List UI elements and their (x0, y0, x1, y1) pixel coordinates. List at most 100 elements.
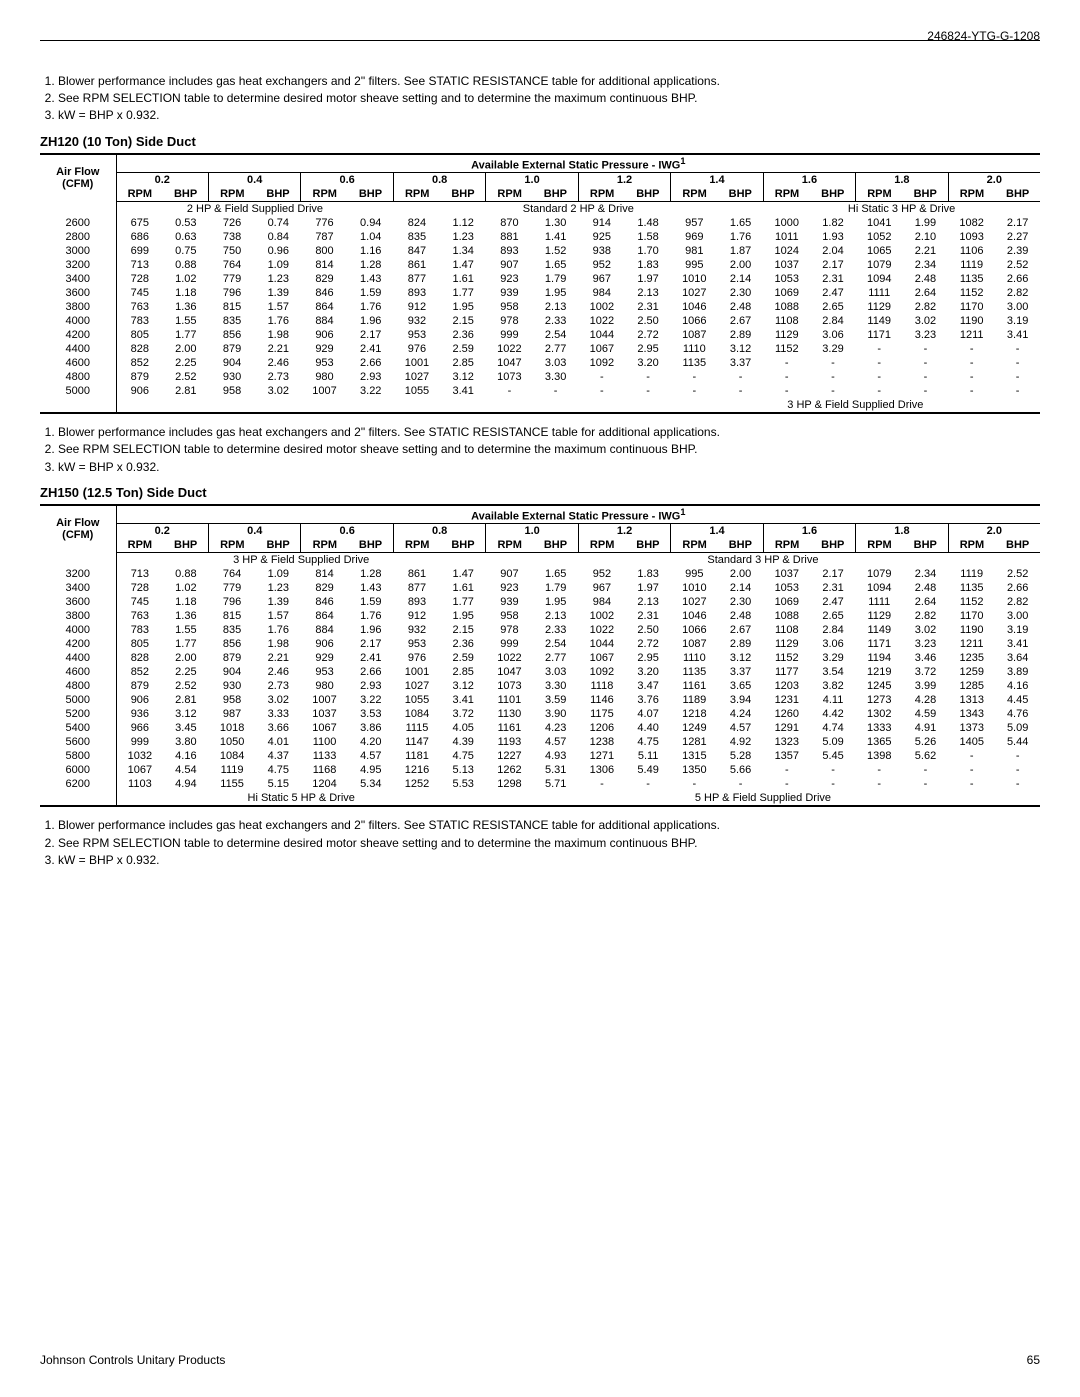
data-cell: 2.52 (163, 370, 208, 384)
data-cell: 1.18 (163, 286, 208, 300)
sub-header: BHP (533, 538, 578, 553)
table-row: 620011034.9411555.1512045.3412525.531298… (40, 777, 1040, 791)
data-cell: 3.53 (348, 707, 393, 721)
pressure-header: 0.8 (393, 524, 485, 539)
pressure-header: 1.4 (671, 173, 763, 188)
data-cell: 1135 (671, 356, 718, 370)
data-cell: 1010 (671, 272, 718, 286)
data-cell: 728 (116, 272, 163, 286)
sub-header: BHP (163, 538, 208, 553)
table-row: 54009663.4510183.6610673.8611154.0511614… (40, 721, 1040, 735)
data-cell: 2.31 (625, 609, 670, 623)
data-cell: 1129 (763, 328, 810, 342)
data-cell: - (578, 777, 625, 791)
data-cell: 2.65 (810, 300, 855, 314)
data-cell: 881 (486, 230, 533, 244)
data-cell: 1.55 (163, 314, 208, 328)
data-cell: 1.58 (625, 230, 670, 244)
cfm-cell: 4200 (40, 637, 116, 651)
data-cell: 1.43 (348, 272, 393, 286)
sub-header: BHP (810, 538, 855, 553)
data-cell: 852 (116, 356, 163, 370)
data-cell: 2.00 (163, 651, 208, 665)
data-cell: 1084 (393, 707, 440, 721)
data-cell: 3.22 (348, 693, 393, 707)
data-cell: 1018 (209, 721, 256, 735)
airflow-header: Air Flow(CFM) (40, 154, 116, 202)
data-cell: 1373 (948, 721, 995, 735)
data-cell: 3.86 (348, 721, 393, 735)
data-cell: 2.48 (903, 581, 948, 595)
sub-header: RPM (209, 538, 256, 553)
data-cell: 1052 (856, 230, 903, 244)
data-cell: 1024 (763, 244, 810, 258)
data-cell: 1149 (856, 314, 903, 328)
data-cell: 835 (209, 623, 256, 637)
data-cell: 0.84 (256, 230, 301, 244)
data-cell: 1.04 (348, 230, 393, 244)
data-cell: 1084 (209, 749, 256, 763)
data-cell: 814 (301, 567, 348, 581)
data-cell: 1170 (948, 300, 995, 314)
data-cell: 884 (301, 623, 348, 637)
data-cell: - (948, 384, 995, 398)
data-cell: 0.94 (348, 216, 393, 230)
data-cell: 1168 (301, 763, 348, 777)
data-cell: 912 (393, 300, 440, 314)
data-cell: 861 (393, 258, 440, 272)
data-cell: 3.23 (903, 328, 948, 342)
pressure-header: 0.6 (301, 524, 393, 539)
data-cell: 1.59 (348, 595, 393, 609)
table-title: ZH150 (12.5 Ton) Side Duct (40, 485, 1040, 500)
data-cell: 2.64 (903, 595, 948, 609)
data-cell: 796 (209, 595, 256, 609)
data-cell: 1302 (856, 707, 903, 721)
drive-label: 5 HP & Field Supplied Drive (486, 791, 1040, 806)
data-cell: 1.23 (256, 581, 301, 595)
data-cell: 4.42 (810, 707, 855, 721)
data-cell: 932 (393, 314, 440, 328)
drive-empty (40, 791, 116, 806)
data-cell: 1.09 (256, 567, 301, 581)
data-cell: 1129 (763, 637, 810, 651)
data-cell: 1069 (763, 595, 810, 609)
data-cell: 2.13 (625, 286, 670, 300)
data-cell: 2.04 (810, 244, 855, 258)
data-cell: 713 (116, 567, 163, 581)
data-cell: - (856, 763, 903, 777)
sub-header: BHP (718, 187, 763, 202)
pressure-header: 1.0 (486, 524, 578, 539)
data-cell: 4.76 (995, 707, 1040, 721)
data-cell: - (810, 356, 855, 370)
data-cell: 1027 (671, 595, 718, 609)
data-cell: 1092 (578, 356, 625, 370)
data-cell: - (671, 384, 718, 398)
data-cell: 906 (116, 384, 163, 398)
data-cell: 3.23 (903, 637, 948, 651)
data-cell: 984 (578, 595, 625, 609)
data-cell: - (995, 749, 1040, 763)
data-cell: 1073 (486, 370, 533, 384)
data-cell: - (625, 777, 670, 791)
data-cell: 4.57 (718, 721, 763, 735)
data-cell: 2.81 (163, 693, 208, 707)
data-cell: 1.12 (441, 216, 486, 230)
cfm-cell: 6000 (40, 763, 116, 777)
data-cell: 2.89 (718, 637, 763, 651)
data-cell: 779 (208, 272, 255, 286)
data-cell: 2.41 (348, 342, 393, 356)
data-cell: 1.28 (348, 258, 393, 272)
data-cell: 3.12 (718, 342, 763, 356)
data-cell: 2.72 (625, 637, 670, 651)
table-row: 44008282.008792.219292.419762.5910222.77… (40, 342, 1040, 356)
note-item: Blower performance includes gas heat exc… (58, 73, 1040, 89)
data-cell: 1.61 (441, 581, 486, 595)
data-cell: 1235 (948, 651, 995, 665)
drive-empty (40, 202, 116, 217)
data-cell: 2.52 (995, 567, 1040, 581)
data-cell: 3.47 (625, 679, 670, 693)
data-cell: 2.47 (810, 595, 855, 609)
data-table: Air Flow(CFM)Available External Static P… (40, 504, 1040, 808)
note-item: kW = BHP x 0.932. (58, 852, 1040, 868)
data-cell: 1357 (763, 749, 810, 763)
